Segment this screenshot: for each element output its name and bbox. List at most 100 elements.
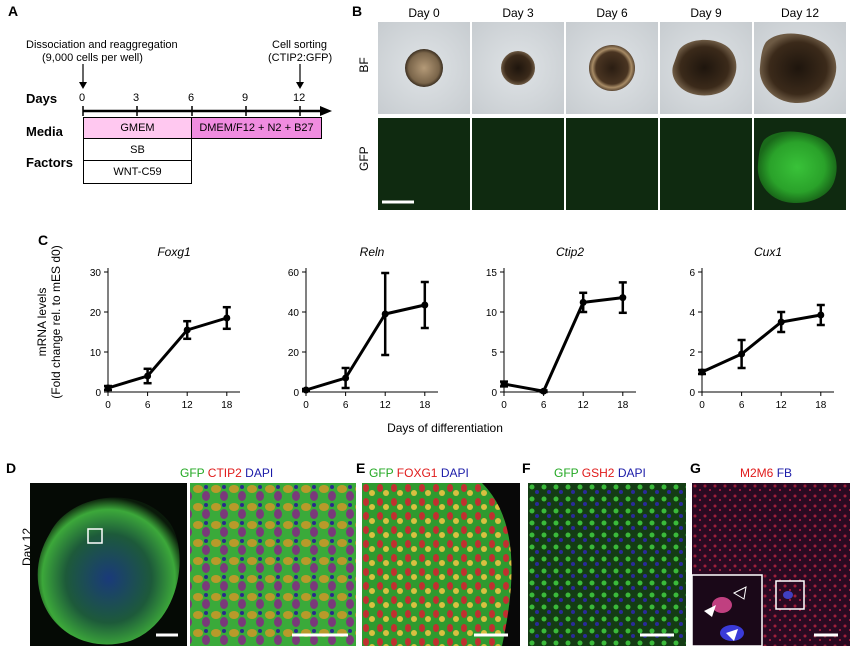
- g-fb: FB: [776, 466, 793, 480]
- chart-1-ytick-label-1: 20: [288, 348, 300, 359]
- e-stain-legend: GFP FOXG1 DAPI: [369, 466, 469, 480]
- g-arrowhead-filled-2: [726, 629, 738, 641]
- chart-3-ytick-label-0: 0: [689, 388, 695, 399]
- g-m2m6: M2M6: [740, 466, 774, 480]
- chart-1-ytick-label-3: 60: [288, 268, 300, 279]
- chart-3-point-3: [817, 311, 825, 319]
- chart-3-point-2: [777, 318, 785, 326]
- day-6-header: Day 6: [596, 6, 628, 20]
- factor-wnt-box: WNT-C59: [83, 160, 192, 184]
- chart-0-xtick-label-0: 0: [105, 400, 111, 411]
- chart-0-xtick-label-3: 18: [221, 400, 233, 411]
- chart-0-point-0: [104, 384, 112, 392]
- chart-3-ytick-label-2: 4: [689, 308, 695, 319]
- chart-0-ytick-label-2: 20: [90, 308, 102, 319]
- chart-0-xtick-label-2: 12: [182, 400, 194, 411]
- d-zoom-image: [190, 483, 356, 646]
- tick-label-6: 6: [188, 92, 195, 104]
- g-arrowhead-open: [732, 586, 747, 600]
- g-fb-cell: [783, 591, 793, 599]
- e-micrograph: [362, 483, 520, 646]
- g-stain-legend: M2M6 FB: [740, 466, 792, 480]
- spheroid-day0: [405, 49, 443, 87]
- chart-1-point-2: [381, 310, 389, 318]
- panel-f-image: [528, 483, 686, 646]
- g-zoom-box: [775, 580, 805, 610]
- chart-0-point-3: [223, 314, 231, 322]
- gfp-day6-image: [566, 118, 658, 210]
- chart-3-point-0: [698, 368, 706, 376]
- chart-2-xtick-label-3: 18: [617, 400, 629, 411]
- chart-3-xtick-label-0: 0: [699, 400, 705, 411]
- chart-3-line: [701, 313, 822, 374]
- chart-0-point-2: [183, 326, 191, 334]
- f-micrograph: [528, 483, 686, 646]
- ylabel-line1: mRNA levels: [35, 287, 49, 357]
- spheroid-day3: [501, 51, 535, 85]
- panel-label-g: G: [690, 460, 701, 476]
- e-foxg1: FOXG1: [396, 466, 438, 480]
- ctip2-gfp-label: (CTIP2:GFP): [268, 52, 333, 64]
- tick-label-12: 12: [293, 92, 306, 104]
- timeline-axis: [79, 64, 332, 116]
- d-stain-legend: GFP CTIP2 DAPI: [180, 466, 273, 480]
- chart-1-xtick-label-2: 12: [380, 400, 392, 411]
- chart-title-3: Cux1: [754, 245, 782, 259]
- panel-label-c: C: [38, 232, 49, 248]
- chart-0-ytick-label-3: 30: [90, 268, 102, 279]
- e-gfp: GFP: [369, 466, 394, 480]
- chart-2-point-1: [540, 387, 548, 395]
- chart-2-point-2: [579, 298, 587, 306]
- bf-row-label: BF: [357, 57, 371, 73]
- sorting-arrow-head: [296, 82, 304, 89]
- chart-2-point-3: [619, 294, 627, 302]
- x-axis-title: Days of differentiation: [387, 421, 503, 435]
- day-12-header: Day 12: [780, 6, 820, 20]
- g-inset-cell-1: [712, 597, 732, 613]
- panel-e-image: [362, 483, 520, 646]
- f-gfp: GFP: [554, 466, 579, 480]
- chart-1-ytick-label-2: 40: [288, 308, 300, 319]
- chart-title-1: Reln: [360, 245, 385, 259]
- chart-1-point-3: [421, 301, 429, 309]
- media-dmem-box: DMEM/F12 + N2 + B27: [191, 117, 322, 139]
- chart-1-ytick-label-0: 0: [293, 388, 299, 399]
- gfp-day9-image: [660, 118, 752, 210]
- tick-label-0: 0: [79, 92, 86, 104]
- chart-1-xtick-label-0: 0: [303, 400, 309, 411]
- f-dapi: DAPI: [617, 466, 646, 480]
- chart-2-xtick-label-1: 6: [541, 400, 547, 411]
- chart-0-xtick-label-1: 6: [145, 400, 151, 411]
- tick-label-3: 3: [133, 92, 140, 104]
- gfp-row-label: GFP: [357, 146, 371, 171]
- d-ctip2: CTIP2: [207, 466, 242, 480]
- gfp-day0-image: [378, 118, 470, 210]
- media-label: Media: [26, 124, 63, 139]
- dissociation-arrow-head: [79, 82, 87, 89]
- chart-3-xtick-label-3: 18: [815, 400, 827, 411]
- chart-title-2: Ctip2: [556, 245, 584, 259]
- chart-2-ytick-label-1: 5: [491, 348, 497, 359]
- chart-1-xtick-label-1: 6: [343, 400, 349, 411]
- chart-0-ytick-label-0: 0: [95, 388, 101, 399]
- gfp-spheroid-day12: [757, 131, 837, 204]
- timeline-arrow-head: [320, 106, 332, 116]
- chart-3-xtick-label-2: 12: [776, 400, 788, 411]
- d-organoid: [37, 497, 180, 645]
- d-dapi: DAPI: [245, 466, 274, 480]
- factors-label: Factors: [26, 155, 73, 170]
- days-label: Days: [26, 91, 58, 106]
- spheroid-day6: [589, 45, 635, 91]
- f-stain-legend: GFP GSH2 DAPI: [554, 466, 646, 480]
- chart-2-line: [503, 296, 623, 393]
- chart-0-point-1: [144, 372, 152, 380]
- chart-2-ytick-label-0: 0: [491, 388, 497, 399]
- day-3-header: Day 3: [502, 6, 534, 20]
- chart-title-0: Foxg1: [157, 245, 190, 259]
- tick-label-9: 9: [242, 92, 249, 104]
- panel-label-e: E: [356, 460, 366, 476]
- y-axis-title: mRNA levels (Fold change rel. to mES d0): [34, 228, 63, 408]
- chart-3-ytick-label-3: 6: [689, 268, 695, 279]
- chart-0-line: [107, 316, 228, 390]
